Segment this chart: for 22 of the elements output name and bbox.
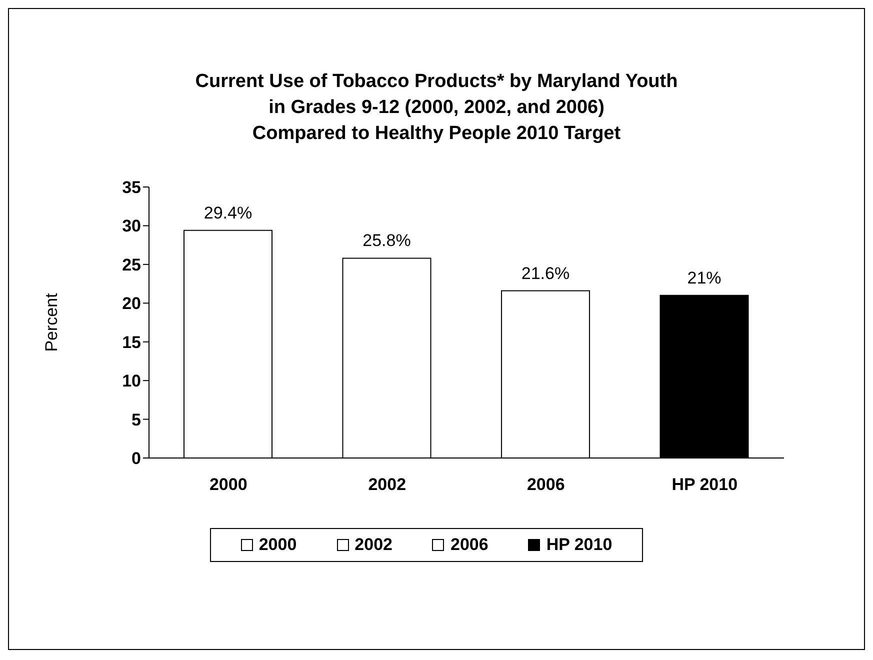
y-axis-title: Percent	[42, 292, 62, 352]
legend-label: HP 2010	[545, 535, 612, 555]
y-tick-label: 30	[122, 216, 141, 236]
y-tick-label: 5	[132, 410, 141, 430]
y-tick-label: 10	[122, 372, 141, 391]
y-tick-label: 35	[122, 178, 141, 198]
y-tick-label: 20	[122, 294, 141, 314]
data-label: 29.4%	[204, 203, 252, 222]
legend-label: 2000	[258, 535, 297, 555]
x-tick-label: HP 2010	[672, 475, 738, 494]
legend-label: 2002	[354, 535, 392, 555]
x-tick-label: 2002	[368, 475, 406, 494]
data-label: 25.8%	[362, 231, 411, 250]
data-label: 21%	[687, 268, 722, 288]
x-tick-label: 2000	[209, 475, 248, 494]
chart-title: Current Use of Tobacco Products* by Maryland Youth in Grades 9-12 (2000, 2002, and 2006) Compared to Healthy People 2010 Target	[194, 70, 679, 146]
legend-label: 2006	[449, 535, 488, 555]
y-tick-label: 25	[122, 255, 141, 274]
y-tick-label: 15	[122, 332, 141, 352]
data-label: 21.6%	[521, 264, 570, 283]
y-tick-label: 0	[132, 449, 141, 468]
x-tick-label: 2006	[526, 475, 565, 494]
